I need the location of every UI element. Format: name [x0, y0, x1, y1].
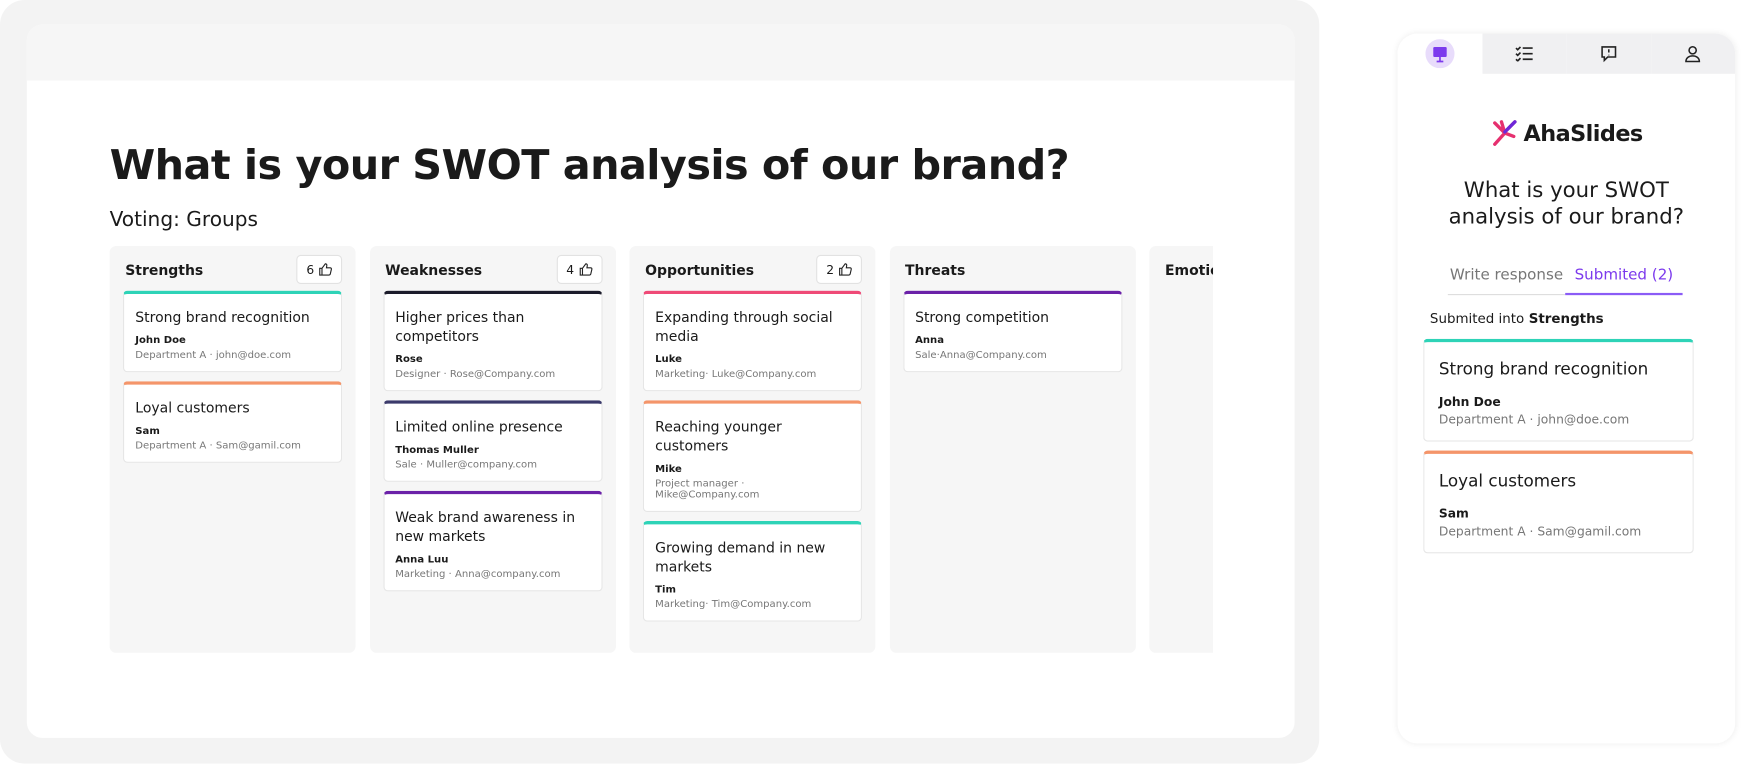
- voting-label: Voting: Groups: [109, 207, 259, 232]
- card-author: Mike: [655, 463, 682, 476]
- column: Opportunities 2 Expanding through social m…: [629, 245, 876, 653]
- card-meta: Department A · Sam@gamil.com: [135, 440, 301, 452]
- column-name: Weaknesses: [385, 261, 483, 279]
- slide-title: What is your SWOT analysis of our brand?: [109, 140, 1070, 189]
- idea-card[interactable]: Growing demand in new markets Tim Marketin…: [642, 520, 862, 622]
- vote-button[interactable]: 2: [816, 254, 862, 284]
- card-author: Sam: [135, 425, 160, 438]
- thumb-icon: [839, 263, 852, 276]
- presentation-frame: What is your SWOT analysis of our brand?…: [0, 0, 1320, 764]
- response-tabs: Write response Submited (2): [1447, 264, 1683, 296]
- card-author: Rose: [395, 354, 423, 366]
- phone: AhaSlides What is your SWOT analysis of …: [1397, 33, 1736, 744]
- submitted-into: Submited into Strengths: [1430, 311, 1604, 327]
- phone-tabbar: [1397, 33, 1736, 74]
- idea-card[interactable]: Reaching younger customers Mike Project ma…: [642, 400, 862, 513]
- card-author: Thomas Muller: [395, 444, 479, 457]
- column-name: Emotion: [1164, 261, 1213, 279]
- card-meta: Project manager · Mike@Company.com: [655, 478, 760, 501]
- card-meta: Marketing· Tim@Company.com: [655, 599, 812, 611]
- submitted-label: Submited into: [1429, 310, 1525, 327]
- column-name: Threats: [905, 261, 966, 279]
- logo-text: AhaSlides: [1523, 119, 1643, 147]
- idea-card[interactable]: Strong brand recognition John Doe Departme…: [122, 290, 343, 373]
- vote-count: 2: [826, 262, 835, 277]
- write-tab[interactable]: Write response: [1447, 264, 1566, 296]
- card-meta: Sale·Anna@Company.com: [915, 349, 1047, 362]
- tab-slides[interactable]: [1397, 33, 1482, 74]
- card-meta: Department A · john@doe.com: [135, 349, 292, 362]
- card-list: Strong brand recognition John Doe Departme…: [110, 246, 356, 463]
- submitted-tab[interactable]: Submited (2): [1565, 264, 1683, 296]
- idea-card[interactable]: Strong brand recognition John Doe Departme…: [1423, 338, 1694, 442]
- card-text: Higher prices than competitors: [395, 308, 525, 345]
- card-list: Higher prices than competitors Rose Design…: [369, 246, 615, 592]
- card-text: Expanding through social media: [655, 308, 833, 345]
- column: Weaknesses 4 Higher prices than competitor…: [369, 245, 616, 653]
- card-author: Anna Luu: [395, 554, 449, 566]
- idea-card[interactable]: Loyal customers Sam Department A · Sam@gam…: [1423, 450, 1694, 554]
- card-author: Sam: [1438, 506, 1469, 521]
- thumb-icon: [579, 263, 592, 276]
- card-meta: Sale · Muller@company.com: [395, 459, 538, 471]
- card-text: Strong competition: [915, 308, 1050, 326]
- idea-card[interactable]: Weak brand awareness in new markets Anna …: [382, 490, 603, 592]
- column: Emotion: [1149, 245, 1214, 653]
- slide-header: [26, 24, 1295, 81]
- card-meta: Department A · Sam@gamil.com: [1438, 524, 1642, 539]
- vote-button[interactable]: 6: [296, 254, 343, 284]
- vote-count: 4: [566, 262, 575, 277]
- column-name: Strengths: [125, 261, 204, 279]
- card-author: Anna: [915, 335, 944, 347]
- card-text: Loyal customers: [1438, 470, 1577, 491]
- columns: Strengths 6 Strong brand recognition John D…: [109, 245, 1214, 653]
- card-meta: Marketing · Anna@company.com: [395, 569, 561, 581]
- card-text: Strong brand recognition: [135, 308, 310, 326]
- card-text: Strong brand recognition: [1438, 358, 1649, 380]
- idea-card[interactable]: Loyal customers Sam Department A · Sam@gam…: [122, 381, 343, 463]
- card-text: Growing demand in new markets: [655, 538, 826, 575]
- card-text: Weak brand awareness in new markets: [395, 508, 576, 545]
- card-author: Luke: [655, 354, 682, 366]
- card-list: Strong competition Anna Sale·Anna@Company.…: [889, 246, 1135, 373]
- logo: AhaSlides: [1398, 119, 1736, 148]
- card-meta: Marketing· Luke@Company.com: [655, 368, 817, 381]
- idea-card[interactable]: Higher prices than competitors Rose Design…: [382, 290, 603, 392]
- card-meta: Designer · Rose@Company.com: [395, 368, 556, 381]
- card-author: Tim: [655, 584, 676, 596]
- thumb-icon: [319, 263, 332, 276]
- tab-list[interactable]: [1481, 33, 1567, 74]
- submitted-group: Strengths: [1528, 310, 1604, 327]
- vote-count: 6: [306, 262, 315, 277]
- card-text: Loyal customers: [135, 399, 250, 416]
- card-author: John Doe: [135, 335, 186, 347]
- column-name: Opportunities: [645, 261, 755, 279]
- card-meta: Department A · john@doe.com: [1438, 412, 1630, 428]
- phone-question: What is your SWOT analysis of our brand?: [1448, 177, 1685, 230]
- tab-profile[interactable]: [1650, 33, 1736, 74]
- card-author: John Doe: [1438, 394, 1501, 410]
- column: Threats Strong competition Anna Sale·Anna@C…: [889, 245, 1136, 653]
- vote-button[interactable]: 4: [556, 254, 603, 284]
- idea-card[interactable]: Expanding through social media Luke Market…: [642, 290, 862, 392]
- idea-card[interactable]: Limited online presence Thomas Muller Sale…: [382, 400, 603, 482]
- submitted-cards: Strong brand recognition John Doe Departme…: [1423, 338, 1694, 563]
- card-text: Limited online presence: [395, 418, 563, 435]
- card-text: Reaching younger customers: [655, 418, 782, 454]
- column: Strengths 6 Strong brand recognition John D…: [109, 245, 356, 653]
- idea-card[interactable]: Strong competition Anna Sale·Anna@Company.…: [902, 290, 1122, 373]
- slide: What is your SWOT analysis of our brand?…: [26, 24, 1295, 738]
- card-list: Expanding through social media Luke Market…: [629, 246, 875, 622]
- tab-chat[interactable]: [1566, 33, 1651, 74]
